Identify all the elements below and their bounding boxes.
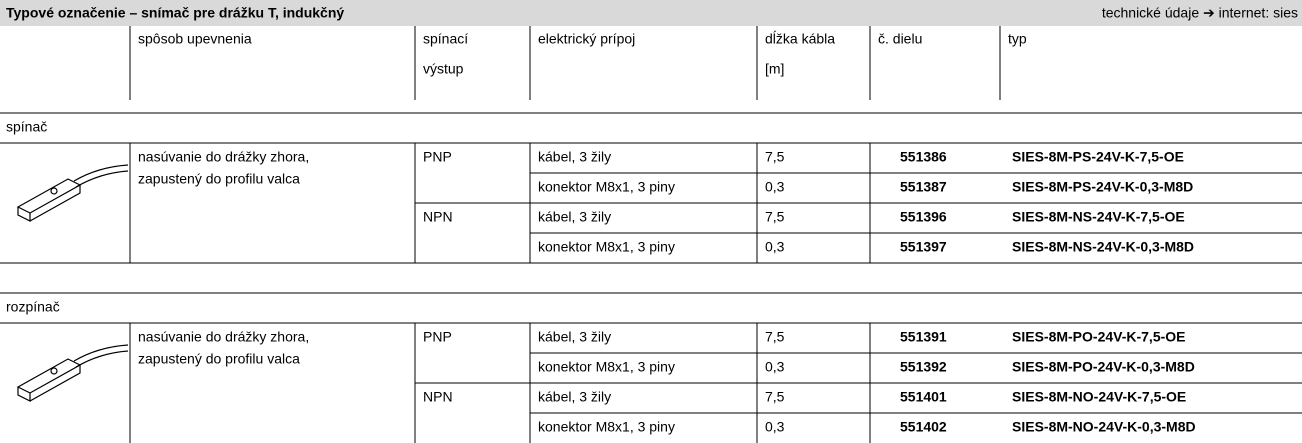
part-number: 551386 (900, 149, 947, 165)
connection: kábel, 3 žily (538, 329, 611, 345)
group-label: rozpínač (6, 299, 60, 315)
cable-length: 0,3 (765, 359, 785, 375)
column-header: typ (1008, 31, 1027, 47)
type-code: SIES-8M-PO-24V-K-7,5-OE (1012, 329, 1186, 345)
sensor-cable (73, 164, 129, 188)
sensor-led (50, 367, 58, 375)
cable-length: 7,5 (765, 209, 785, 225)
column-header: elektrický prípoj (538, 31, 635, 47)
group-label: spínač (6, 119, 47, 135)
column-header: dĺžka kábla (765, 30, 835, 47)
part-number: 551402 (900, 419, 947, 435)
part-number: 551392 (900, 359, 947, 375)
cable-length: 7,5 (765, 149, 785, 165)
mounting: zapustený do profilu valca (138, 351, 300, 367)
part-number: 551387 (900, 179, 947, 195)
sensor-body (16, 358, 82, 402)
sensor-icon (16, 164, 129, 222)
column-header: spínací (423, 31, 468, 47)
type-code: SIES-8M-NO-24V-K-7,5-OE (1012, 389, 1186, 405)
info-link[interactable]: technické údaje ➔ internet: sies (1102, 5, 1298, 21)
sensor-led (50, 187, 58, 195)
column-header: výstup (423, 61, 464, 77)
connection: kábel, 3 žily (538, 209, 611, 225)
connection: kábel, 3 žily (538, 149, 611, 165)
cable-length: 7,5 (765, 329, 785, 345)
cable-length: 0,3 (765, 419, 785, 435)
type-code: SIES-8M-NO-24V-K-0,3-M8D (1012, 419, 1196, 435)
column-header: [m] (765, 61, 784, 77)
mounting: nasúvanie do drážky zhora, (138, 329, 309, 345)
column-header: spôsob upevnenia (138, 31, 252, 47)
type-code: SIES-8M-PS-24V-K-7,5-OE (1012, 149, 1184, 165)
type-code: SIES-8M-PS-24V-K-0,3-M8D (1012, 179, 1193, 195)
output: NPN (423, 389, 453, 405)
sensor-icon (16, 344, 129, 402)
mounting: zapustený do profilu valca (138, 171, 300, 187)
column-header: č. dielu (878, 31, 922, 47)
cable-length: 7,5 (765, 389, 785, 405)
connection: konektor M8x1, 3 piny (538, 179, 675, 195)
sensor-body (16, 178, 82, 222)
output: PNP (423, 329, 452, 345)
cable-length: 0,3 (765, 239, 785, 255)
part-number: 551397 (900, 239, 947, 255)
part-number: 551391 (900, 329, 947, 345)
title: Typové označenie – snímač pre drážku T, … (6, 5, 344, 21)
part-number: 551396 (900, 209, 947, 225)
title-bar (0, 0, 1302, 26)
connection: konektor M8x1, 3 piny (538, 359, 675, 375)
connection: kábel, 3 žily (538, 389, 611, 405)
output: NPN (423, 209, 453, 225)
connection: konektor M8x1, 3 piny (538, 239, 675, 255)
sensor-cable (73, 344, 129, 368)
type-code: SIES-8M-NS-24V-K-7,5-OE (1012, 209, 1185, 225)
output: PNP (423, 149, 452, 165)
mounting: nasúvanie do drážky zhora, (138, 149, 309, 165)
cable-length: 0,3 (765, 179, 785, 195)
type-code: SIES-8M-NS-24V-K-0,3-M8D (1012, 239, 1194, 255)
connection: konektor M8x1, 3 piny (538, 419, 675, 435)
part-number: 551401 (900, 389, 947, 405)
type-code: SIES-8M-PO-24V-K-0,3-M8D (1012, 359, 1195, 375)
